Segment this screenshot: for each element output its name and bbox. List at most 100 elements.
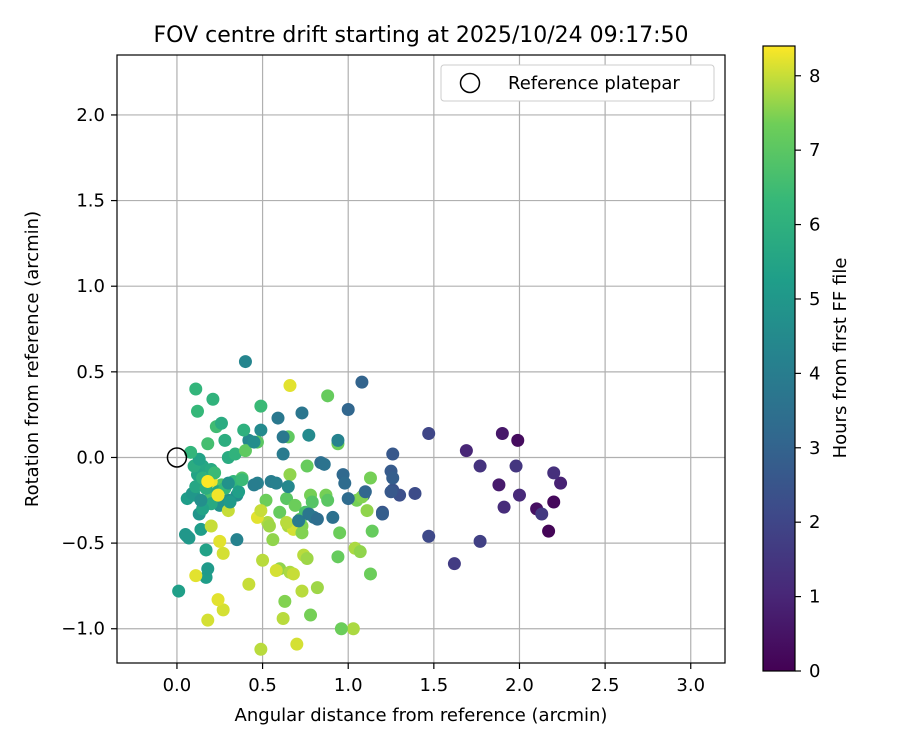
scatter-point <box>218 433 232 447</box>
scatter-point <box>280 516 294 530</box>
y-axis-label: Rotation from reference (arcmin) <box>22 211 43 507</box>
scatter-point <box>321 493 335 507</box>
x-tick-label: 0.0 <box>163 675 192 696</box>
scatter-point <box>492 478 506 492</box>
scatter-point <box>302 428 316 442</box>
scatter-point <box>304 608 318 622</box>
scatter-point <box>310 581 324 595</box>
scatter-point <box>386 471 400 485</box>
scatter-point <box>281 480 295 494</box>
scatter-point <box>283 379 297 393</box>
chart-title: FOV centre drift starting at 2025/10/24 … <box>154 23 689 48</box>
scatter-point <box>341 492 355 506</box>
scatter-point <box>422 427 436 441</box>
x-axis-label: Angular distance from reference (arcmin) <box>235 705 608 726</box>
colorbar-tick-label: 8 <box>809 66 820 87</box>
scatter-point <box>334 622 348 636</box>
scatter-point <box>172 584 186 598</box>
scatter-point <box>326 510 340 524</box>
scatter-point <box>459 444 473 458</box>
reference-platepar-marker <box>166 447 188 468</box>
scatter-point <box>204 519 218 533</box>
scatter-point <box>331 550 345 564</box>
scatter-point <box>317 457 331 471</box>
scatter-point <box>201 613 215 627</box>
y-axis-ticks: −1.0 −0.5 0.0 0.5 1.0 1.5 2.0 <box>61 105 117 640</box>
scatter-point <box>290 637 304 651</box>
scatter-point <box>295 526 309 540</box>
scatter-point <box>512 488 526 502</box>
scatter-point <box>276 430 290 444</box>
scatter-point <box>189 569 203 583</box>
scatter-point <box>201 437 215 451</box>
scatter-point <box>190 404 204 418</box>
scatter-point <box>358 485 372 499</box>
scatter-point <box>247 478 261 492</box>
scatter-point <box>276 447 290 461</box>
scatter-point <box>300 552 314 566</box>
y-tick-label: 1.5 <box>76 191 105 212</box>
legend: Reference platepar <box>440 64 715 102</box>
scatter-point <box>254 642 268 656</box>
scatter-point <box>386 447 400 461</box>
scatter-point <box>300 459 314 473</box>
scatter-point <box>213 534 227 548</box>
scatter-point <box>547 495 561 509</box>
scatter-point <box>278 594 292 608</box>
scatter-point <box>473 534 487 548</box>
scatter-point <box>216 546 230 560</box>
scatter-point <box>310 512 324 526</box>
x-axis-ticks: 0.0 0.5 1.0 1.5 2.0 2.5 3.0 <box>163 663 705 696</box>
colorbar-tick-label: 7 <box>809 140 820 161</box>
scatter-point <box>509 459 523 473</box>
scatter-point <box>408 486 422 500</box>
colorbar-tick-label: 6 <box>809 215 820 236</box>
scatter-point <box>223 495 237 509</box>
scatter-point <box>194 493 208 507</box>
colorbar-tick-label: 0 <box>809 661 820 682</box>
scatter-point <box>384 485 398 499</box>
x-tick-label: 2.0 <box>505 675 534 696</box>
scatter-point <box>333 526 347 540</box>
legend-box <box>440 64 715 102</box>
scatter-point <box>292 514 306 528</box>
colorbar-ticks: 0 1 2 3 4 5 6 7 8 <box>795 66 820 682</box>
scatter-point <box>288 498 302 512</box>
scatter-point <box>341 403 355 417</box>
scatter-point <box>273 505 287 519</box>
legend-marker-icon <box>459 72 481 94</box>
colorbar-label: Hours from first FF file <box>830 258 851 459</box>
colorbar-tick-label: 4 <box>809 363 820 384</box>
scatter-point <box>447 557 461 571</box>
y-tick-label: −1.0 <box>61 619 105 640</box>
scatter-point <box>353 545 367 559</box>
x-tick-label: 0.5 <box>248 675 277 696</box>
y-tick-label: 0.5 <box>76 362 105 383</box>
scatter-point <box>194 522 208 536</box>
scatter-point <box>180 529 194 543</box>
scatter-point <box>283 468 297 482</box>
colorbar-tick-label: 1 <box>809 587 820 608</box>
grid-lines <box>117 55 725 663</box>
colorbar-gradient <box>762 45 796 672</box>
x-tick-label: 1.5 <box>420 675 449 696</box>
scatter-point <box>262 519 276 533</box>
legend-label: Reference platepar <box>508 73 680 94</box>
scatter-point <box>271 411 285 425</box>
scatter-point <box>295 584 309 598</box>
scatter-point <box>554 476 568 490</box>
scatter-point <box>495 427 509 441</box>
x-tick-label: 2.5 <box>591 675 620 696</box>
scatter-point <box>286 567 300 581</box>
scatter-point <box>497 500 511 514</box>
scatter-point <box>355 375 369 389</box>
scatter-point <box>321 389 335 403</box>
scatter-point <box>535 507 549 521</box>
scatter-point <box>247 435 261 449</box>
scatter-point <box>547 466 561 480</box>
x-tick-label: 1.0 <box>334 675 363 696</box>
scatter-point <box>276 611 290 625</box>
scatter-point <box>189 382 203 396</box>
scatter-point <box>201 562 215 576</box>
